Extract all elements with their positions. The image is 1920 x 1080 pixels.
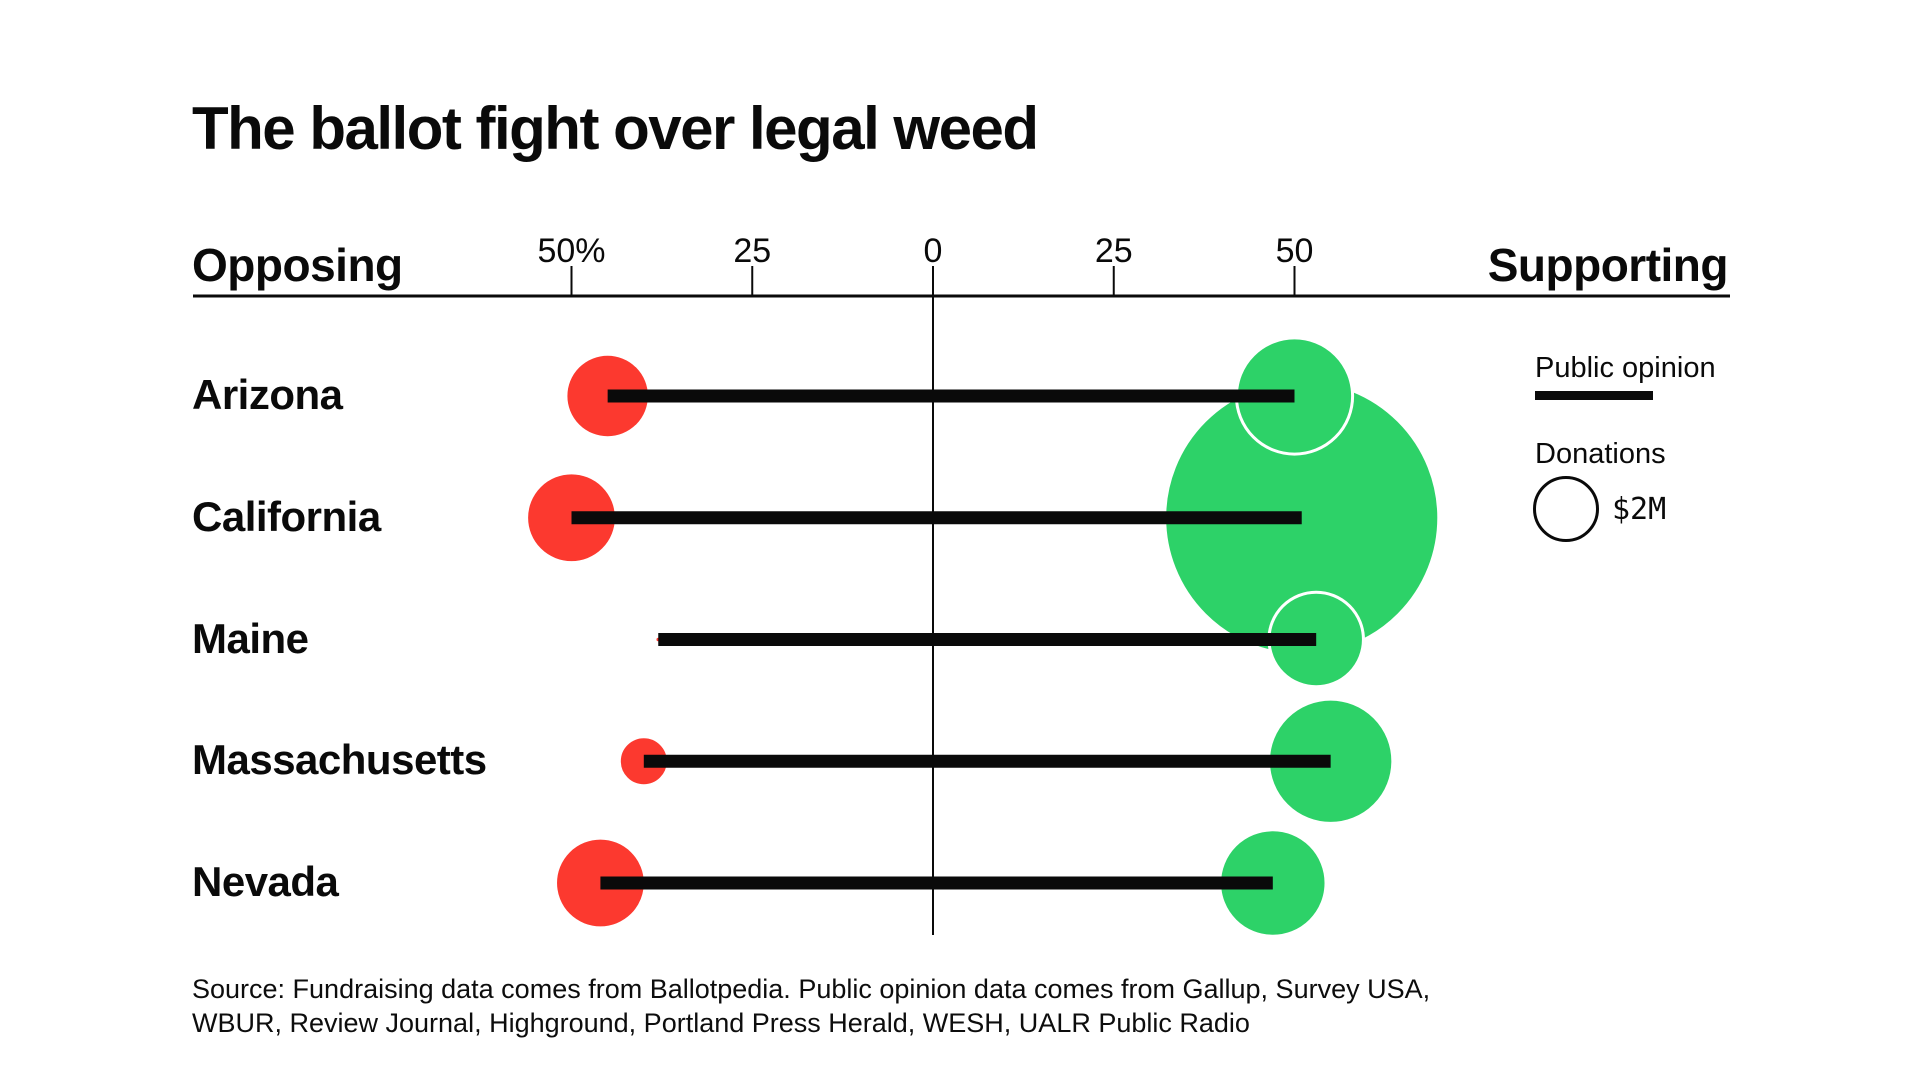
state-label-massachusetts: Massachusetts	[192, 736, 487, 784]
source-line-1: Source: Fundraising data comes from Ball…	[192, 974, 1431, 1004]
axis-tick-label-50%: 50%	[537, 232, 606, 270]
state-label-nevada: Nevada	[192, 858, 339, 906]
legend-line-swatch	[1535, 391, 1653, 400]
chart-title: The ballot fight over legal weed	[192, 95, 1039, 162]
state-label-maine: Maine	[192, 614, 309, 662]
axis-tick-label-25: 25	[1094, 232, 1133, 270]
state-label-arizona: Arizona	[192, 371, 343, 419]
source-note: Source: Fundraising data comes from Ball…	[192, 972, 1430, 1040]
legend-bubble-swatch-circle	[1533, 476, 1599, 542]
legend-bubble-value: $2M	[1612, 492, 1667, 527]
axis-tick-label-50: 50	[1275, 232, 1314, 270]
axis-label-opposing: Opposing	[192, 239, 403, 291]
source-line-2: WBUR, Review Journal, Highground, Portla…	[192, 1008, 1250, 1038]
axis-tick-label-0: 0	[923, 232, 943, 270]
state-label-california: California	[192, 492, 381, 540]
axis-tick-label-25: 25	[733, 232, 772, 270]
legend-public-opinion-label: Public opinion	[1535, 352, 1716, 384]
legend-donations-label: Donations	[1535, 438, 1666, 470]
axis-label-supporting: Supporting	[1487, 239, 1729, 291]
